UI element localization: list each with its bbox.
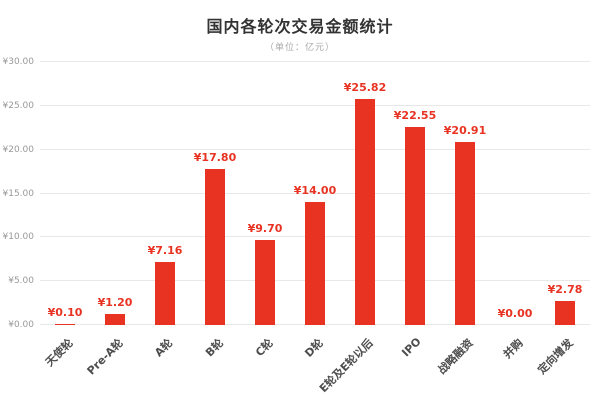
bar-战略融资[interactable] — [455, 141, 475, 325]
gridline — [40, 104, 590, 106]
bar-C轮[interactable] — [255, 239, 275, 325]
bar-天使轮[interactable] — [55, 324, 75, 325]
bar-Pre-A轮[interactable] — [105, 314, 125, 325]
bar-定向增发[interactable] — [555, 300, 575, 325]
x-axis-tick-label: IPO — [399, 335, 425, 360]
bar-value-label: ¥20.91 — [443, 123, 487, 137]
bar-D轮[interactable] — [305, 202, 325, 325]
bar-value-label: ¥25.82 — [343, 80, 387, 94]
bar-value-label: ¥7.16 — [147, 244, 183, 258]
x-axis-tick-label: C轮 — [252, 336, 276, 360]
bar-E轮及E轮以后[interactable] — [355, 98, 375, 325]
bar-value-label: ¥17.80 — [193, 150, 237, 164]
y-axis-tick-label: ¥30.00 — [2, 57, 35, 67]
bar-chart: ¥0.00 ¥5.00 ¥10.00 ¥15.00 ¥20.00 ¥25.00 ¥30.00… — [3, 57, 590, 395]
bar-IPO[interactable] — [405, 127, 425, 325]
x-axis-tick-label: 天使轮 — [43, 336, 76, 369]
bar-value-label: ¥1.20 — [97, 296, 133, 310]
x-axis-tick-label: B轮 — [202, 336, 226, 360]
y-axis-tick-label: ¥5.00 — [8, 276, 34, 287]
bar-value-label: ¥14.00 — [293, 184, 337, 198]
bar-A轮[interactable] — [154, 262, 175, 325]
y-axis-tick-label: ¥10.00 — [2, 232, 35, 243]
x-axis-tick-label: A轮 — [152, 336, 176, 360]
bar-B轮[interactable] — [205, 168, 225, 325]
gridline — [40, 148, 590, 150]
bar-value-label: ¥0.10 — [47, 306, 83, 320]
chart-subtitle: （单位：亿元） — [264, 43, 335, 53]
x-axis-tick-label: Pre-A轮 — [84, 336, 126, 378]
bar-value-label: ¥2.78 — [547, 282, 583, 296]
y-axis-tick-label: ¥20.00 — [2, 144, 35, 155]
bar-value-label: ¥9.70 — [247, 221, 283, 235]
gridline — [40, 61, 590, 62]
y-axis-tick-label: ¥15.00 — [2, 188, 35, 199]
bar-value-label: ¥0.00 — [497, 307, 533, 320]
chart-title: 国内各轮次交易金额统计 — [206, 17, 394, 36]
x-axis-tick-label: 战略融资 — [435, 336, 476, 377]
x-axis-tick-label: 并购 — [500, 336, 526, 362]
gridline — [40, 192, 590, 194]
x-axis-tick-label: 定向增发 — [535, 336, 576, 377]
x-axis-tick-label: D轮 — [302, 336, 326, 360]
y-axis-tick-label: ¥0.00 — [8, 320, 34, 330]
bar-value-label: ¥22.55 — [393, 109, 437, 123]
y-axis-tick-label: ¥25.00 — [2, 100, 35, 111]
